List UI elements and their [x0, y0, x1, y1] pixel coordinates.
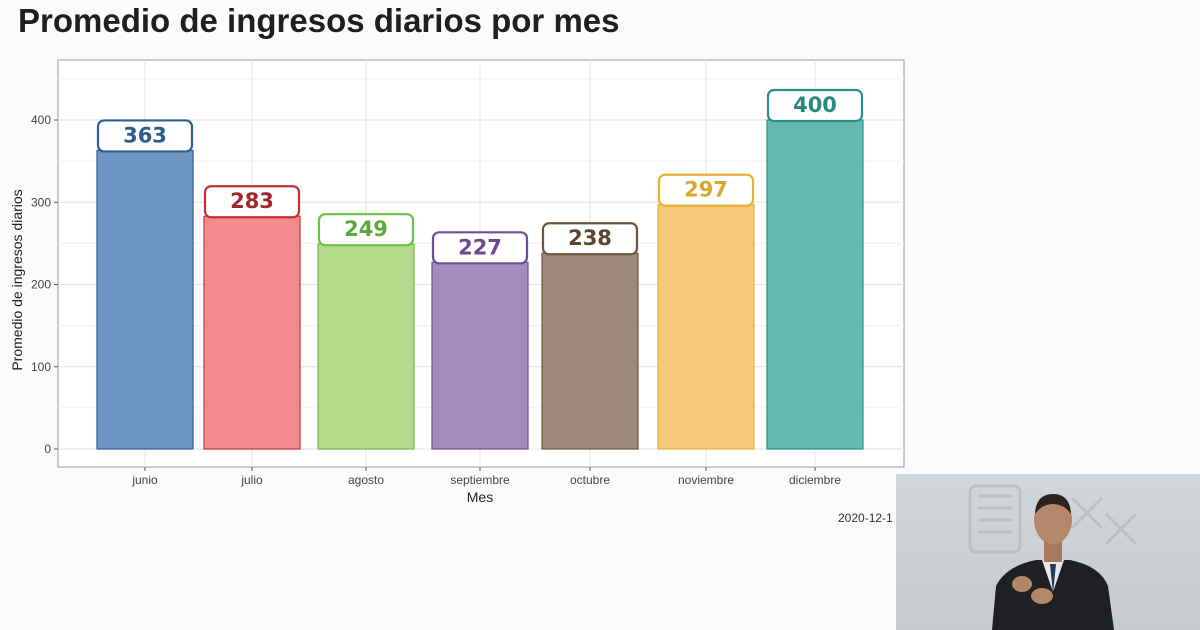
- data-label-box: [203, 185, 301, 219]
- y-tick-label: 400: [31, 113, 51, 127]
- data-label: 238: [568, 226, 612, 250]
- data-label-box: [766, 88, 864, 123]
- data-label: 249: [344, 217, 388, 241]
- sign-language-interpreter-icon: [968, 484, 1138, 630]
- data-label-box: [431, 231, 529, 265]
- x-axis-title: Mes: [467, 489, 493, 505]
- x-tick-label: septiembre: [450, 473, 510, 487]
- bars: [96, 119, 864, 450]
- axes: 0 100 200 300 400 junio julio agosto septiembre o…: [31, 113, 841, 487]
- data-label-box: [541, 222, 639, 256]
- x-tick-label: octubre: [570, 473, 610, 487]
- data-label: 283: [230, 189, 274, 213]
- bar-julio: [203, 215, 301, 450]
- data-label-box: [657, 173, 755, 207]
- bar-junio: [96, 149, 194, 450]
- date-caption: 2020-12-1: [838, 511, 893, 525]
- x-tick-label: noviembre: [678, 473, 734, 487]
- y-tick-label: 0: [44, 442, 51, 456]
- y-tick-label: 100: [31, 360, 51, 374]
- video-inset: [896, 474, 1200, 630]
- data-label: 227: [458, 235, 502, 259]
- data-label: 297: [684, 178, 728, 202]
- x-tick-label: agosto: [348, 473, 384, 487]
- data-label: 363: [123, 123, 167, 147]
- y-axis-title: Promedio de ingresos diarios: [9, 189, 25, 370]
- bar-noviembre: [657, 204, 755, 450]
- bar-octubre: [541, 252, 639, 450]
- bar-diciembre: [766, 119, 864, 450]
- y-tick-label: 200: [31, 278, 51, 292]
- data-labels: 363 283 249 227 238 297 400: [96, 88, 864, 265]
- bar-agosto: [317, 243, 415, 450]
- bar-septiembre: [431, 261, 529, 450]
- x-tick-label: junio: [131, 473, 158, 487]
- y-tick-label: 300: [31, 195, 51, 209]
- data-label-box: [96, 119, 194, 153]
- page-title: Promedio de ingresos diarios por mes: [18, 2, 620, 39]
- x-tick-label: julio: [240, 473, 263, 487]
- x-tick-label: diciembre: [789, 473, 841, 487]
- data-label: 400: [793, 93, 837, 117]
- data-label-box: [317, 213, 415, 247]
